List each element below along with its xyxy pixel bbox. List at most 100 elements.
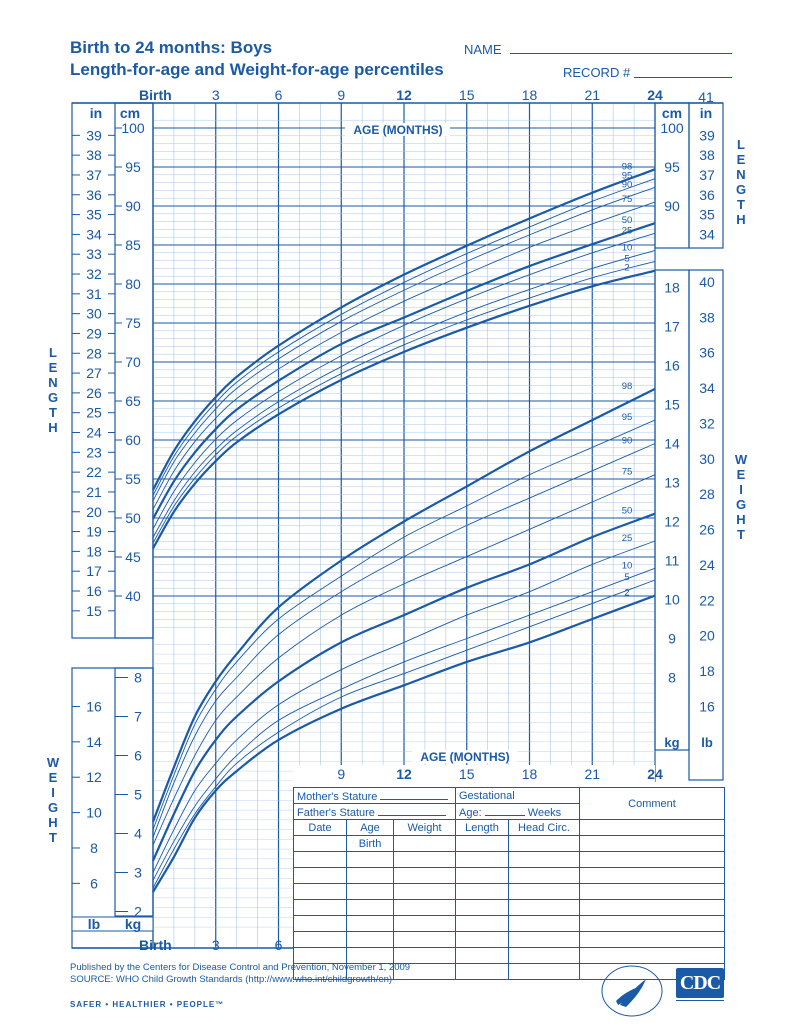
lower-tick-bg (293, 765, 655, 782)
length-percentile-label: 90 (622, 179, 633, 190)
tick-label-x-lower: 24 (647, 766, 663, 782)
row-comment[interactable] (579, 835, 725, 852)
gestational-age-cell[interactable]: Age: Weeks (455, 803, 580, 820)
tick-label-cm: 100 (121, 120, 145, 136)
unit-label-cm-right: cm (662, 105, 682, 121)
name-label: NAME (464, 42, 502, 57)
tick-label-in: 35 (86, 207, 102, 223)
length-percentile-label: 10 (622, 242, 633, 253)
tick-label-in-right: 35 (699, 207, 715, 223)
unit-label-in: in (90, 105, 102, 121)
tick-label-lb-right: 20 (699, 628, 715, 644)
tick-label-in: 37 (86, 167, 102, 183)
tick-label-in: 23 (86, 444, 102, 460)
col-age: Age (346, 819, 394, 836)
tick-label-in: 25 (86, 405, 102, 421)
length-percentile-label: 5 (624, 253, 629, 264)
weight-curve-p75 (152, 474, 656, 846)
tick-label-lb-right: 22 (699, 592, 715, 608)
table-row[interactable] (293, 867, 347, 884)
length-curve-p98 (152, 168, 656, 491)
tick-label-lb-right: 34 (699, 380, 715, 396)
tick-label-lb-right: 30 (699, 451, 715, 467)
tick-label-kg-right: 9 (668, 631, 676, 647)
chart-title-line2: Length-for-age and Weight-for-age percen… (70, 60, 444, 79)
weight-percentile-label: 95 (622, 412, 633, 423)
weight-percentile-label: 2 (624, 588, 629, 599)
tick-label-x: 9 (337, 87, 345, 103)
tick-label-in: 24 (86, 425, 102, 441)
tick-label-in: 19 (86, 524, 102, 540)
tick-label-x: 18 (522, 87, 538, 103)
fathers-stature-cell[interactable]: Father's Stature (293, 803, 456, 820)
hhs-seal-icon (601, 965, 663, 1017)
row-length[interactable] (455, 835, 509, 852)
col-head-circ: Head Circ. (508, 819, 580, 836)
age-label-bg (412, 750, 517, 763)
mothers-stature-cell[interactable]: Mother's Stature (293, 787, 456, 804)
record-field[interactable] (634, 64, 732, 78)
weight-percentile-label: 50 (622, 506, 633, 517)
tick-label-lb-right: 28 (699, 486, 715, 502)
tick-label-kg-right: 13 (664, 475, 680, 491)
tick-label-in: 21 (86, 484, 102, 500)
weight-curve-p90 (152, 443, 656, 838)
length-curve-p95 (152, 178, 656, 496)
length-percentile-label: 75 (622, 194, 633, 205)
tick-label-x: 3 (212, 87, 220, 103)
unit-label-lb: lb (88, 916, 100, 932)
length-curve-p10 (152, 250, 656, 538)
row-head[interactable] (508, 835, 580, 852)
tick-label-cm: 70 (125, 354, 141, 370)
tick-label-in: 16 (86, 583, 102, 599)
tick-label-in-right: 38 (699, 147, 715, 163)
tick-label-in-right: 39 (699, 127, 715, 143)
table-row[interactable] (293, 931, 347, 948)
weight-percentile-label: 90 (622, 436, 633, 447)
tick-label-lb: 10 (86, 805, 102, 821)
age-months-label-top: AGE (MONTHS) (353, 123, 442, 137)
row-date[interactable] (293, 835, 347, 852)
tick-label-kg: 7 (134, 709, 142, 725)
name-field[interactable] (510, 40, 732, 54)
tick-label-kg-right: 12 (664, 514, 680, 530)
tick-label-kg-right: 16 (664, 358, 680, 374)
table-row[interactable] (293, 899, 347, 916)
row-weight[interactable] (393, 835, 456, 852)
tick-label-in-right: 37 (699, 167, 715, 183)
unit-label-cm: cm (120, 105, 140, 121)
tick-label-kg: 5 (134, 787, 142, 803)
gestational-label: Gestational (459, 789, 515, 802)
tick-label-kg-right: 10 (664, 592, 680, 608)
tick-label-in: 30 (86, 306, 102, 322)
table-row[interactable] (293, 915, 347, 932)
tick-label-x: Birth (139, 87, 172, 103)
tick-label-x: 6 (275, 87, 283, 103)
weight-curve-p5 (152, 579, 656, 889)
tick-label-x: 12 (396, 87, 412, 103)
length-curve-p5 (152, 260, 656, 544)
unit-label-kg-right: kg (664, 735, 679, 750)
tick-label-kg-right: 8 (668, 670, 676, 686)
record-label: RECORD # (563, 65, 631, 80)
tick-label-lb: 8 (90, 840, 98, 856)
tick-label-cm-right: 100 (660, 120, 684, 136)
table-row[interactable] (293, 883, 347, 900)
tick-label-cm: 95 (125, 159, 141, 175)
measurement-table: Mother's Stature Gestational Comment Fat… (293, 787, 725, 980)
tick-label-kg: 4 (134, 826, 142, 842)
tick-label-kg: 2 (134, 904, 142, 920)
table-row[interactable] (293, 851, 347, 868)
col-comment (579, 819, 725, 836)
tick-label-x: 24 (647, 87, 663, 103)
axis-frame (71, 102, 154, 639)
length-curve-p75 (152, 201, 656, 510)
cdc-logo-underline (676, 1000, 724, 1011)
tick-label-cm: 45 (125, 549, 141, 565)
weight-percentile-label: 10 (622, 560, 633, 571)
row-age-birth: Birth (346, 835, 394, 852)
tick-label-in: 39 (86, 127, 102, 143)
